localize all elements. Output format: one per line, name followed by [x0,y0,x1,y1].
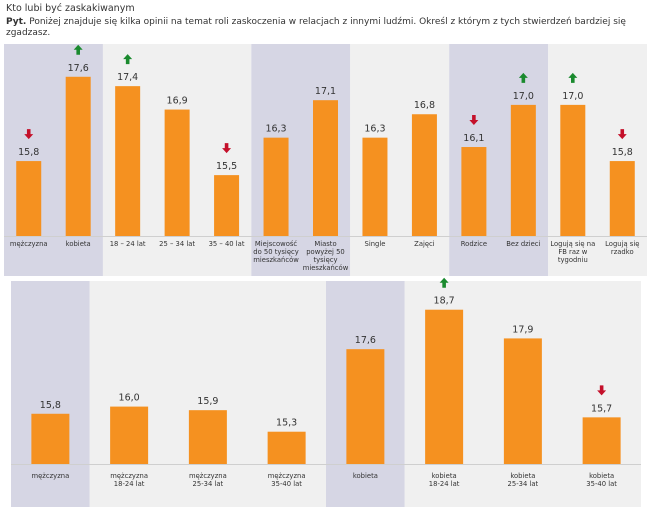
category-label-7: kobieta 35-40 lat [586,472,617,488]
category-label-0: mężczyzna [32,472,70,480]
data-label-6: 17,1 [315,86,336,97]
data-label-2: 15,9 [197,396,218,407]
category-label-4: kobieta [353,472,378,480]
arrow-up-icon-2 [123,54,133,65]
category-label-12: Logują się rzadko [605,240,639,256]
upper-bar-chart: 15,8 mężczyzna 17,6 kobieta 17,4 18 – 24 lat 1… [4,44,647,276]
bar-6 [313,100,338,236]
bar-4 [346,349,385,464]
bar-7 [362,137,388,236]
category-label-1: mężczyzna 18-24 lat [110,472,148,488]
category-label-2: mężczyzna 25-34 lat [189,472,227,488]
data-label-3: 16,9 [167,96,188,107]
category-label-6: Miasto powyżej 50 tysięcy mieszkańców [303,240,349,272]
arrow-down-icon-9 [469,115,479,126]
category-label-4: 35 – 40 lat [209,240,245,248]
bar-2 [188,410,227,464]
data-label-11: 17,0 [562,91,583,102]
bar-5 [425,309,464,464]
category-label-3: 25 – 34 lat [159,240,195,248]
arrow-down-icon-4 [222,143,232,154]
bar-1 [65,76,91,236]
category-label-6: kobieta 25-34 lat [508,472,539,488]
bar-0 [31,413,70,464]
bar-0 [16,161,42,236]
category-label-7: Single [365,240,386,248]
data-label-7: 16,3 [364,124,385,135]
arrow-down-icon-0 [24,129,34,140]
arrow-up-icon-1 [73,44,83,55]
question-text: Pyt. Poniżej znajduje się kilka opinii n… [6,17,646,39]
data-label-0: 15,8 [18,147,39,158]
data-label-5: 18,7 [434,296,455,307]
data-label-6: 17,9 [512,324,533,335]
data-label-5: 16,3 [265,124,286,135]
bar-9 [461,147,487,236]
arrow-up-icon-5 [439,277,449,288]
data-label-4: 15,5 [216,161,237,172]
bar-1 [110,406,149,464]
arrow-up-icon-11 [568,72,578,83]
bar-12 [609,161,635,236]
arrow-down-icon-7 [597,385,607,396]
data-label-12: 15,8 [612,147,633,158]
data-label-4: 17,6 [355,335,376,346]
arrow-down-icon-12 [617,129,627,140]
question-body: Poniżej znajduje się kilka opinii na tem… [6,17,626,38]
category-label-2: 18 – 24 lat [110,240,146,248]
question-label: Pyt. [6,17,27,27]
data-label-1: 17,6 [68,63,89,74]
bar-8 [411,114,437,236]
chart-title: Kto lubi być zaskakiwanym [6,3,135,14]
category-label-10: Bez dzieci [506,240,540,248]
bar-10 [510,104,536,236]
category-label-8: Zajęci [414,240,435,248]
arrow-up-icon-10 [518,72,528,83]
data-label-0: 15,8 [40,400,61,411]
data-label-1: 16,0 [119,393,140,404]
bar-6 [503,338,542,464]
data-label-3: 15,3 [276,418,297,429]
bar-4 [214,175,240,236]
data-label-10: 17,0 [513,91,534,102]
bar-3 [267,431,306,464]
group-background-0 [11,281,90,507]
category-label-5: kobieta 18-24 lat [429,472,460,488]
category-label-5: Miejscowość do 50 tysięcy mieszkańców [253,240,299,264]
category-label-0: mężczyzna [10,240,48,248]
bar-7 [582,417,621,464]
data-label-8: 16,8 [414,100,435,111]
category-label-9: Rodzice [461,240,487,248]
data-label-2: 17,4 [117,72,138,83]
bar-3 [164,109,190,236]
data-label-7: 15,7 [591,403,612,414]
category-label-1: kobieta [66,240,91,248]
bar-2 [115,86,141,237]
data-label-9: 16,1 [463,133,484,144]
category-label-3: mężczyzna 35-40 lat [268,472,306,488]
bar-11 [560,104,586,236]
bar-5 [263,137,289,236]
group-background-1 [89,281,326,507]
category-label-11: Logują się na FB raz w tygodniu [550,240,595,264]
